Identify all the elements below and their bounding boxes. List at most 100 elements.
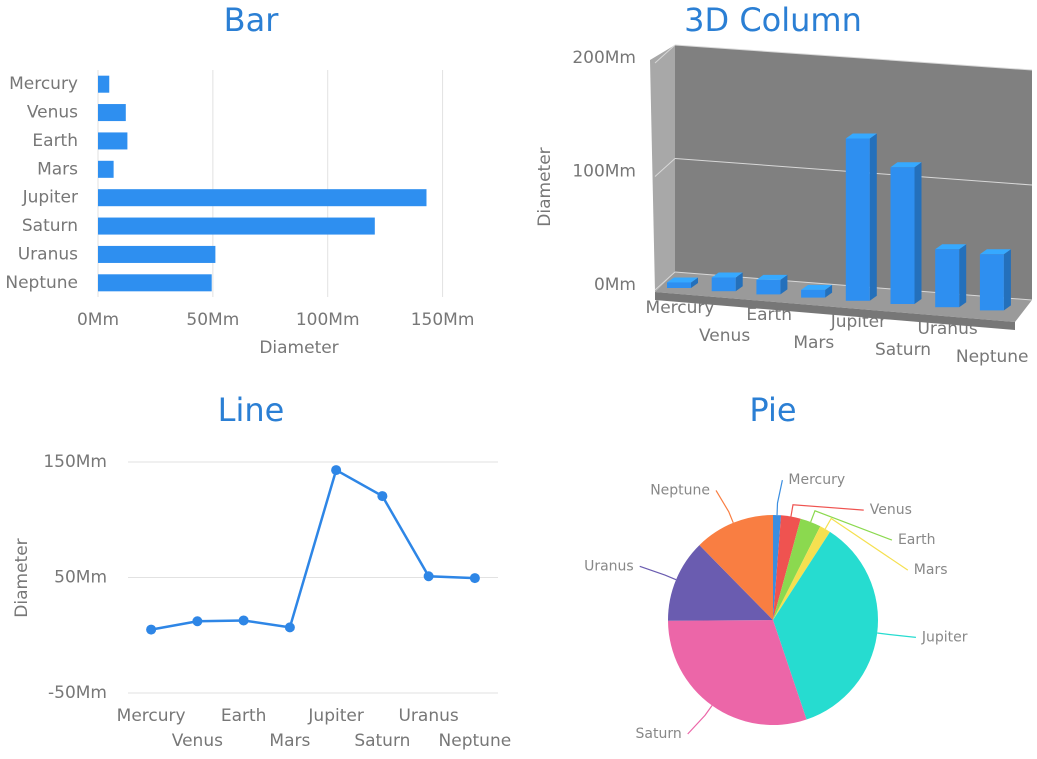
point (192, 616, 203, 627)
x-tick-label: 150Mm (411, 310, 475, 330)
x-tick-label: Neptune (956, 347, 1029, 367)
x-tick-label: Venus (172, 731, 223, 751)
bar (756, 279, 781, 295)
slice-label: Venus (870, 502, 912, 518)
grid-line (654, 158, 676, 177)
y-tick-label: 150Mm (43, 452, 107, 472)
slice-label: Earth (898, 532, 936, 548)
bar-side (1003, 249, 1011, 311)
y-tick-label: Venus (27, 103, 78, 123)
bar (98, 104, 126, 122)
pie-slice (668, 545, 773, 621)
y-axis-title: Diameter (535, 147, 555, 226)
point (146, 624, 157, 635)
bar (98, 189, 427, 207)
y-tick-label: -50Mm (48, 683, 107, 703)
x-tick-label: Mars (793, 333, 834, 353)
point (423, 571, 434, 582)
bar-side (914, 162, 922, 304)
x-tick-label: Mercury (646, 298, 715, 318)
leader-line (715, 490, 734, 524)
bar-top (711, 272, 743, 278)
slice-label: Mercury (788, 472, 845, 488)
bar (98, 132, 128, 150)
y-tick-label: Jupiter (22, 188, 78, 208)
x-tick-label: Neptune (439, 731, 512, 751)
x-tick-label: Saturn (875, 340, 931, 360)
y-tick-label: Mercury (9, 74, 78, 94)
x-tick-label: 0Mm (77, 310, 119, 330)
chart-title: Bar (224, 1, 280, 39)
bar (98, 245, 216, 263)
point (284, 622, 295, 633)
bar-side (825, 284, 833, 298)
leader-line (776, 479, 783, 516)
y-axis-title: Diameter (12, 538, 32, 617)
bar (845, 138, 870, 301)
point (469, 573, 480, 584)
bar (98, 217, 375, 235)
bar-side (780, 274, 788, 295)
y-tick-label: 0Mm (594, 275, 636, 295)
bar-top (667, 277, 698, 283)
x-tick-label: Venus (699, 326, 750, 346)
bar (667, 282, 691, 288)
chart-title: 3D Column (684, 1, 862, 39)
line (150, 468, 475, 631)
x-axis-title: Diameter (259, 338, 338, 358)
x-tick-label: Mars (269, 731, 310, 751)
x-tick-label: Jupiter (307, 706, 363, 726)
y-tick-label: 50Mm (54, 568, 107, 588)
slice-label: Saturn (636, 726, 682, 742)
x-tick-label: Uranus (398, 706, 458, 726)
bar-top (890, 162, 922, 168)
bar-top (801, 284, 833, 290)
grid-line (654, 44, 676, 64)
side-wall (650, 45, 675, 292)
pie-slice (773, 515, 782, 620)
leader-line (824, 517, 909, 571)
x-tick-label: 100Mm (296, 310, 360, 330)
x-tick-label: Uranus (917, 319, 977, 339)
floor-edge (655, 292, 1015, 330)
pie-slice (773, 518, 821, 620)
floor (655, 272, 1032, 322)
slice-label: Mars (914, 562, 948, 578)
grid-line (654, 271, 676, 291)
y-tick-label: Earth (32, 131, 78, 151)
leader-line (790, 504, 864, 517)
bar-side (959, 244, 967, 308)
y-tick-label: 200Mm (572, 48, 636, 68)
bar-top (935, 244, 967, 250)
bar (98, 160, 114, 178)
x-tick-label: Jupiter (830, 312, 886, 332)
leader-line (877, 632, 916, 638)
pie-slice (773, 531, 879, 720)
chart-title: Line (218, 391, 285, 429)
point (331, 465, 342, 476)
bar-top (979, 249, 1011, 255)
bar (98, 274, 212, 292)
x-tick-label: Earth (746, 305, 792, 325)
slice-label: Uranus (584, 558, 634, 574)
pie-slice (773, 515, 801, 620)
slice-label: Neptune (650, 482, 710, 498)
bar (890, 167, 915, 304)
grid-line (674, 44, 1033, 71)
bar (711, 277, 736, 292)
slice-label: Jupiter (921, 629, 968, 645)
pie-slice (699, 515, 773, 620)
point (238, 615, 249, 626)
bar-top (845, 133, 877, 139)
bar (935, 249, 960, 308)
leader-line (687, 705, 713, 735)
y-tick-label: 100Mm (572, 162, 636, 182)
x-tick-label: Saturn (354, 731, 410, 751)
bar-side (691, 277, 698, 288)
bar (979, 254, 1004, 311)
bar (801, 289, 826, 298)
bar-side (869, 133, 877, 301)
x-tick-label: 50Mm (186, 310, 239, 330)
pie-slice (668, 620, 807, 726)
